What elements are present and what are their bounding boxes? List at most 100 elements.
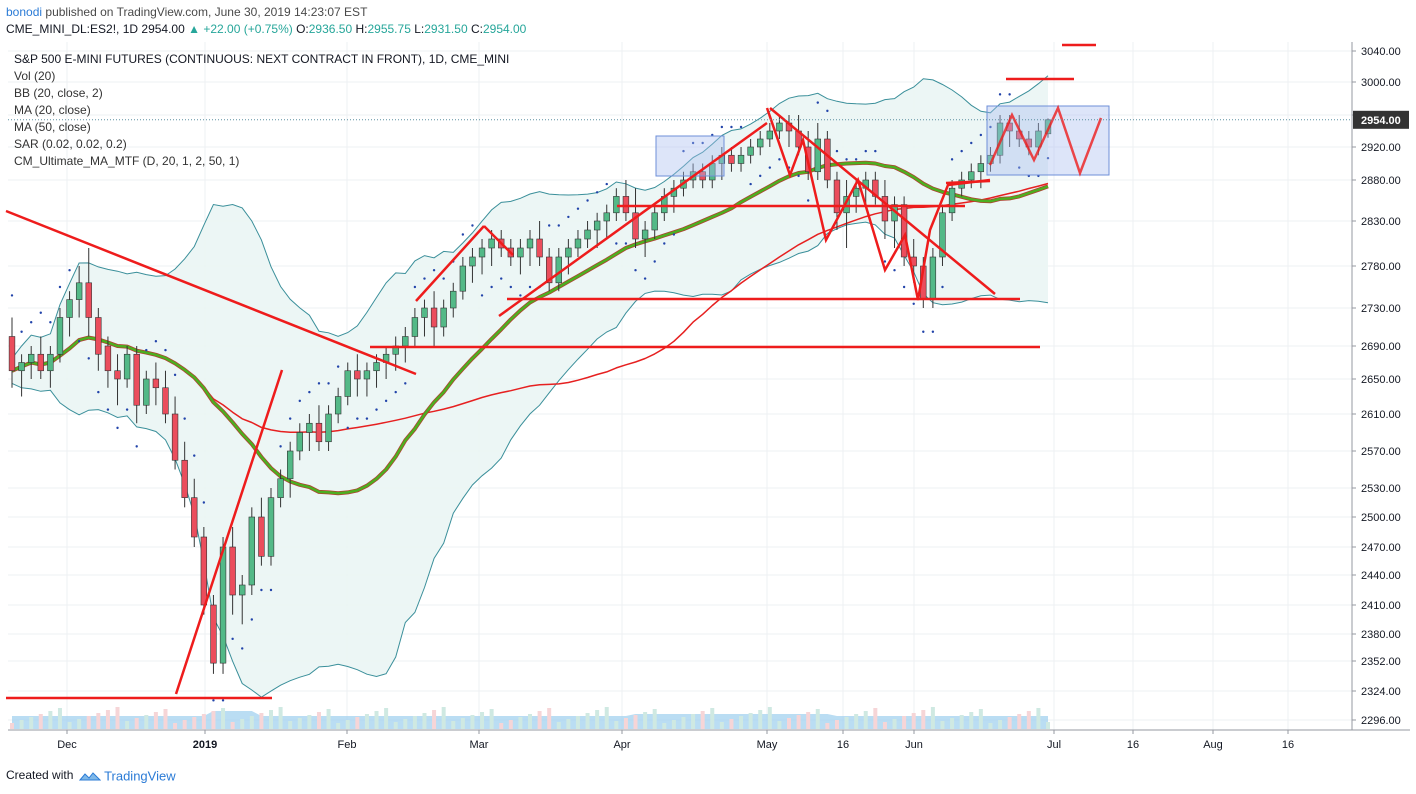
sar-dot: [97, 390, 100, 394]
open-label: O:: [296, 22, 309, 36]
x-tick-label: Mar: [470, 739, 489, 751]
volume-bar: [278, 707, 283, 729]
sar-dot: [490, 285, 493, 289]
legend-ma20[interactable]: MA (20, close): [14, 103, 91, 117]
candle-body: [306, 422, 313, 433]
sar-dot: [250, 618, 254, 621]
volume-bar: [192, 717, 197, 729]
volume-bar: [19, 720, 24, 729]
candle-body: [411, 317, 419, 337]
price-chart[interactable]: 3040.003000.002960.002920.002880.002830.…: [0, 42, 1416, 768]
sar-dot: [595, 191, 599, 194]
sar-dot: [413, 285, 417, 289]
candle-body: [900, 204, 908, 258]
candle-body: [574, 238, 582, 249]
sar-dot: [864, 149, 867, 153]
sar-dot: [845, 158, 848, 161]
candle-body: [593, 220, 601, 231]
legend-vol[interactable]: Vol (20): [14, 69, 56, 83]
volume-bar: [355, 717, 360, 729]
legend-bb[interactable]: BB (20, close, 2): [14, 86, 103, 100]
candle-body: [757, 138, 764, 148]
projection-zigzag: [988, 104, 1103, 177]
tradingview-brand[interactable]: TradingView: [104, 768, 176, 784]
candle-body: [469, 256, 476, 267]
sar-dot: [960, 149, 963, 153]
y-tick-label: 2324.00: [1361, 686, 1401, 698]
sar-dot: [576, 207, 580, 210]
volume-bar: [307, 715, 312, 729]
sar-dot: [308, 390, 311, 394]
sar-dot: [979, 133, 983, 137]
price-change: ▲ +22.00 (+0.75%): [188, 22, 293, 36]
y-tick-label: 2530.00: [1361, 483, 1401, 495]
volume-bar: [57, 708, 62, 729]
tradingview-logo-icon: [78, 772, 101, 781]
candle-body: [75, 282, 83, 300]
candle-body: [334, 396, 342, 415]
volume-bar: [748, 713, 753, 729]
volume-bar: [777, 721, 782, 729]
volume-bar: [758, 710, 763, 729]
high-value: 2955.75: [367, 22, 411, 36]
sar-dot: [605, 182, 608, 186]
volume-bar: [173, 723, 178, 729]
candle-body: [852, 187, 860, 197]
candle-body: [267, 497, 275, 557]
volume-bar: [547, 708, 552, 729]
sar-dot: [202, 501, 206, 504]
sar-dot: [826, 109, 829, 113]
volume-bar: [336, 723, 341, 729]
volume-bar: [96, 713, 101, 729]
y-tick-label: 2380.00: [1361, 629, 1401, 641]
sar-dot: [950, 158, 954, 161]
sar-dot: [145, 348, 148, 352]
candle-body: [1035, 130, 1042, 148]
candle-body: [277, 478, 284, 498]
volume-bar: [691, 714, 696, 729]
sar-dot: [1046, 156, 1050, 160]
volume-bar: [969, 712, 974, 729]
zigzag-pattern: [765, 107, 991, 301]
volume-bar: [432, 710, 437, 729]
volume-bar: [575, 716, 580, 729]
volume-bar: [585, 713, 590, 729]
candle-body: [881, 196, 889, 222]
y-tick-label: 2500.00: [1361, 512, 1401, 524]
candle-body: [603, 212, 610, 222]
high-label: H:: [355, 22, 368, 36]
sar-dot: [241, 647, 244, 650]
legend-cm-ma[interactable]: CM_Ultimate_MA_MTF (D, 20, 1, 2, 50, 1): [14, 154, 240, 168]
author-link[interactable]: bonodi: [6, 5, 43, 19]
volume-bar: [163, 709, 168, 729]
candle-body: [18, 362, 25, 372]
volume-bar: [240, 719, 245, 729]
sar-dot: [989, 125, 992, 129]
candle-body: [968, 171, 975, 181]
volume-bar: [978, 709, 983, 729]
sar-dot: [183, 417, 186, 420]
volume-bar: [950, 718, 955, 729]
volume-bar: [528, 714, 532, 729]
legend-ma50[interactable]: MA (50, close): [14, 120, 91, 134]
volume-bar: [633, 715, 638, 729]
volume-bar: [288, 721, 293, 729]
volume-bar: [77, 719, 82, 729]
sar-dot: [970, 141, 973, 145]
wedge-line-a: [415, 225, 485, 302]
legend-sar[interactable]: SAR (0.02, 0.02, 0.2): [14, 137, 127, 151]
sar-dot: [193, 454, 196, 457]
volume-bar: [892, 719, 897, 729]
candle-body: [363, 370, 371, 380]
volume-bar: [1017, 714, 1022, 729]
candle-body: [354, 370, 361, 380]
volume-bar: [595, 710, 600, 729]
chart-axes: 3040.003000.002960.002920.002880.002830.…: [8, 42, 1410, 751]
volume-bar: [48, 711, 53, 729]
volume-bar: [412, 716, 417, 729]
candle-body: [95, 317, 102, 355]
volume-bar: [873, 708, 878, 729]
volume-bar: [29, 717, 34, 729]
volume-bar: [489, 709, 494, 729]
candle-body: [651, 212, 658, 231]
